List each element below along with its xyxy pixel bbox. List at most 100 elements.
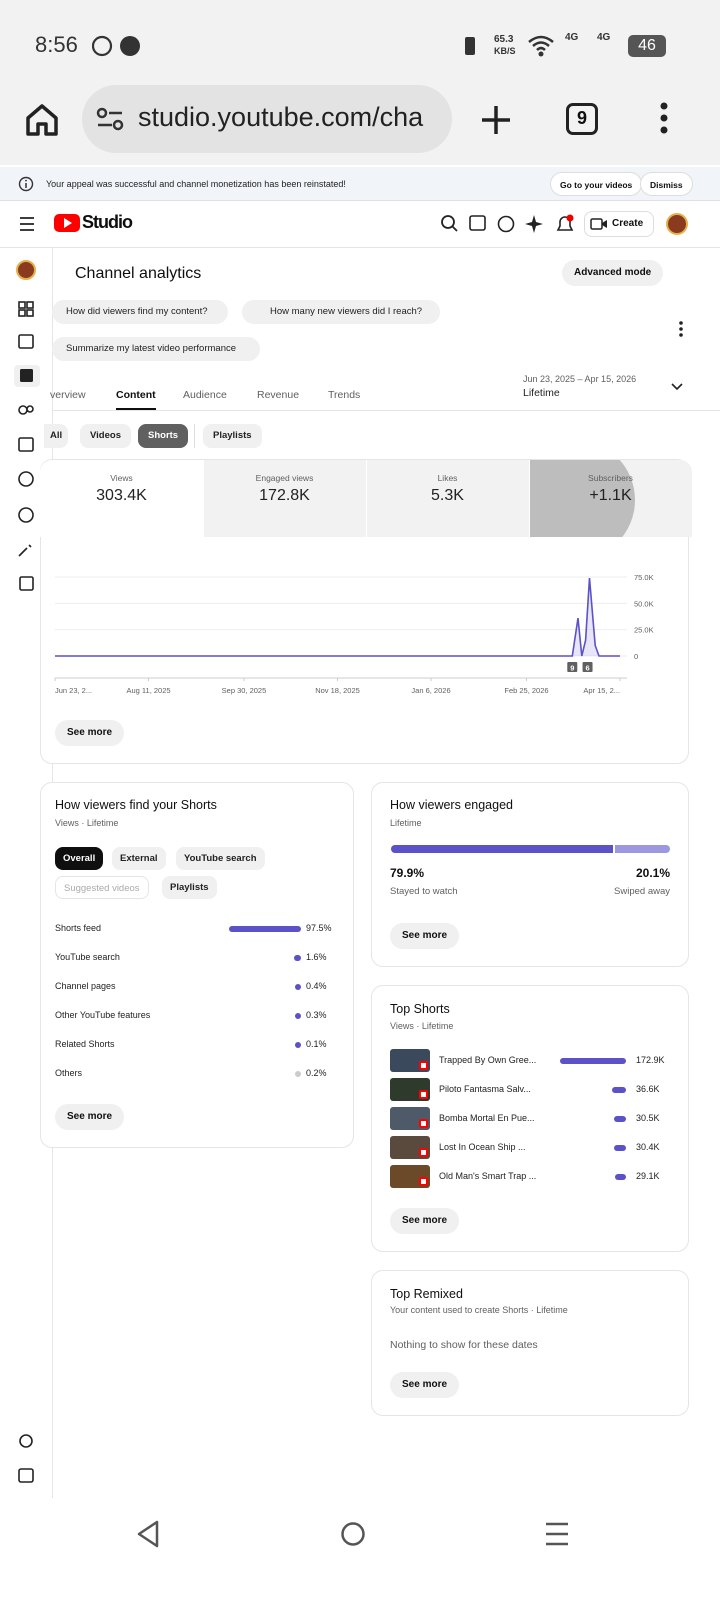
- site-settings-icon[interactable]: [96, 106, 126, 132]
- browser-menu[interactable]: [656, 100, 672, 140]
- source-name: Related Shorts: [55, 1039, 115, 1049]
- short-title[interactable]: Lost In Ocean Ship ...: [439, 1142, 526, 1152]
- filter-chip[interactable]: Videos: [80, 424, 131, 448]
- banner-action[interactable]: Go to your videos: [550, 172, 643, 196]
- create-button[interactable]: [584, 211, 654, 237]
- source-name: Shorts feed: [55, 923, 102, 933]
- battery: 46: [628, 35, 666, 57]
- tab[interactable]: Content: [116, 389, 156, 401]
- source-value: 1.6%: [306, 952, 327, 962]
- y-tick-label: 0: [634, 652, 638, 661]
- date-dropdown[interactable]: [670, 382, 684, 392]
- see-more-button[interactable]: See more: [390, 1372, 460, 1398]
- metric-label: Engaged views: [255, 473, 314, 483]
- sources-card: [40, 782, 354, 1148]
- youtube-logo[interactable]: [54, 213, 80, 233]
- metric-tile[interactable]: [203, 460, 366, 537]
- prompt-chip[interactable]: [52, 337, 260, 361]
- filter-chip[interactable]: Shorts: [138, 424, 189, 448]
- x-tick-label: Sep 30, 2025: [222, 686, 267, 695]
- metric-value: +1.1K: [589, 487, 632, 504]
- source-chip[interactable]: Playlists: [162, 876, 217, 899]
- wifi-icon: [528, 35, 554, 57]
- period[interactable]: Lifetime: [523, 387, 560, 399]
- filter-chip[interactable]: All: [44, 424, 69, 448]
- create-icon: [590, 218, 607, 230]
- new-tab-button[interactable]: [478, 102, 514, 138]
- annotation-label: 6: [585, 664, 589, 673]
- banner-action[interactable]: Dismiss: [640, 172, 693, 196]
- see-more-button[interactable]: See more: [55, 720, 125, 746]
- source-bar: [294, 1042, 301, 1048]
- nav-bar[interactable]: [0, 1505, 720, 1565]
- short-value: 30.5K: [636, 1113, 660, 1123]
- net-speed-unit: KB/S: [494, 46, 516, 56]
- tab[interactable]: Revenue: [257, 389, 300, 401]
- tab-divider: [52, 410, 720, 411]
- tab[interactable]: Trends: [328, 389, 361, 401]
- x-tick-label: Apr 15, 2...: [583, 686, 620, 695]
- source-value: 0.4%: [306, 981, 327, 991]
- source-bar: [294, 1013, 301, 1019]
- see-more-button[interactable]: See more: [390, 1208, 460, 1234]
- tab[interactable]: verview: [50, 389, 86, 401]
- source-chip[interactable]: Overall: [55, 847, 104, 870]
- metric-tile[interactable]: [366, 460, 529, 537]
- line: [55, 578, 620, 657]
- short-badge: [419, 1177, 428, 1186]
- source-bar: [294, 984, 301, 990]
- swiped-label: Swiped away: [614, 886, 670, 897]
- metric-label: Subscribers: [588, 473, 633, 483]
- x-tick-label: Jan 6, 2026: [411, 686, 450, 695]
- source-bar: [228, 926, 301, 932]
- short-title[interactable]: Piloto Fantasma Salv...: [439, 1084, 531, 1094]
- filter-chip[interactable]: Playlists: [203, 424, 262, 448]
- source-chip[interactable]: YouTube search: [176, 847, 265, 870]
- create-label: Create: [612, 218, 644, 229]
- prompt-chip[interactable]: [52, 300, 228, 324]
- metric-tile[interactable]: [40, 460, 203, 537]
- prompt-chip[interactable]: [242, 300, 440, 324]
- filter-divider: [194, 424, 195, 448]
- source-bar: [294, 1071, 301, 1077]
- network-2: 4G: [597, 32, 611, 43]
- menu-button[interactable]: [18, 215, 38, 233]
- tab[interactable]: Audience: [183, 389, 227, 401]
- engagement-stayed: [391, 845, 613, 853]
- x-tick-label: Jun 23, 2...: [55, 686, 92, 695]
- short-bar: [614, 1145, 626, 1151]
- metric-tile[interactable]: [529, 460, 692, 537]
- short-bar: [560, 1058, 626, 1064]
- tap-ripple: [530, 460, 635, 537]
- url-text: studio.youtube.com/cha: [138, 102, 424, 132]
- sidebar-icons[interactable]: [14, 258, 40, 1498]
- banner-message: Your appeal was successful and channel m…: [46, 179, 346, 189]
- tab-count[interactable]: 9: [566, 103, 598, 135]
- short-title[interactable]: Old Man's Smart Trap ...: [439, 1171, 537, 1181]
- source-chip[interactable]: Suggested videos: [55, 876, 149, 899]
- metric-label: Likes: [437, 473, 458, 483]
- tab-underline: [116, 408, 156, 410]
- source-chip[interactable]: External: [112, 847, 166, 870]
- x-tick-label: Aug 11, 2025: [126, 686, 170, 695]
- home-button[interactable]: [22, 100, 62, 140]
- y-tick-label: 50.0K: [634, 599, 654, 608]
- more-menu[interactable]: [676, 320, 686, 338]
- short-value: 30.4K: [636, 1142, 660, 1152]
- x-tick-label: Nov 18, 2025: [315, 686, 360, 695]
- short-value: 36.6K: [636, 1084, 660, 1094]
- see-more-button[interactable]: See more: [55, 1104, 125, 1130]
- short-title[interactable]: Trapped By Own Gree...: [439, 1055, 537, 1065]
- see-more-button[interactable]: See more: [390, 923, 460, 949]
- studio-logo[interactable]: Studio: [82, 212, 133, 232]
- advanced-mode-button[interactable]: Advanced mode: [562, 260, 664, 286]
- swiped-value: 20.1%: [635, 866, 670, 880]
- short-title[interactable]: Bomba Mortal En Pue...: [439, 1113, 535, 1123]
- card-title: Top Shorts: [390, 1002, 450, 1016]
- short-bar: [612, 1087, 626, 1093]
- avatar[interactable]: [666, 213, 688, 235]
- header-icons[interactable]: [438, 212, 658, 236]
- url-bar[interactable]: [82, 85, 452, 153]
- source-name: Channel pages: [55, 981, 116, 991]
